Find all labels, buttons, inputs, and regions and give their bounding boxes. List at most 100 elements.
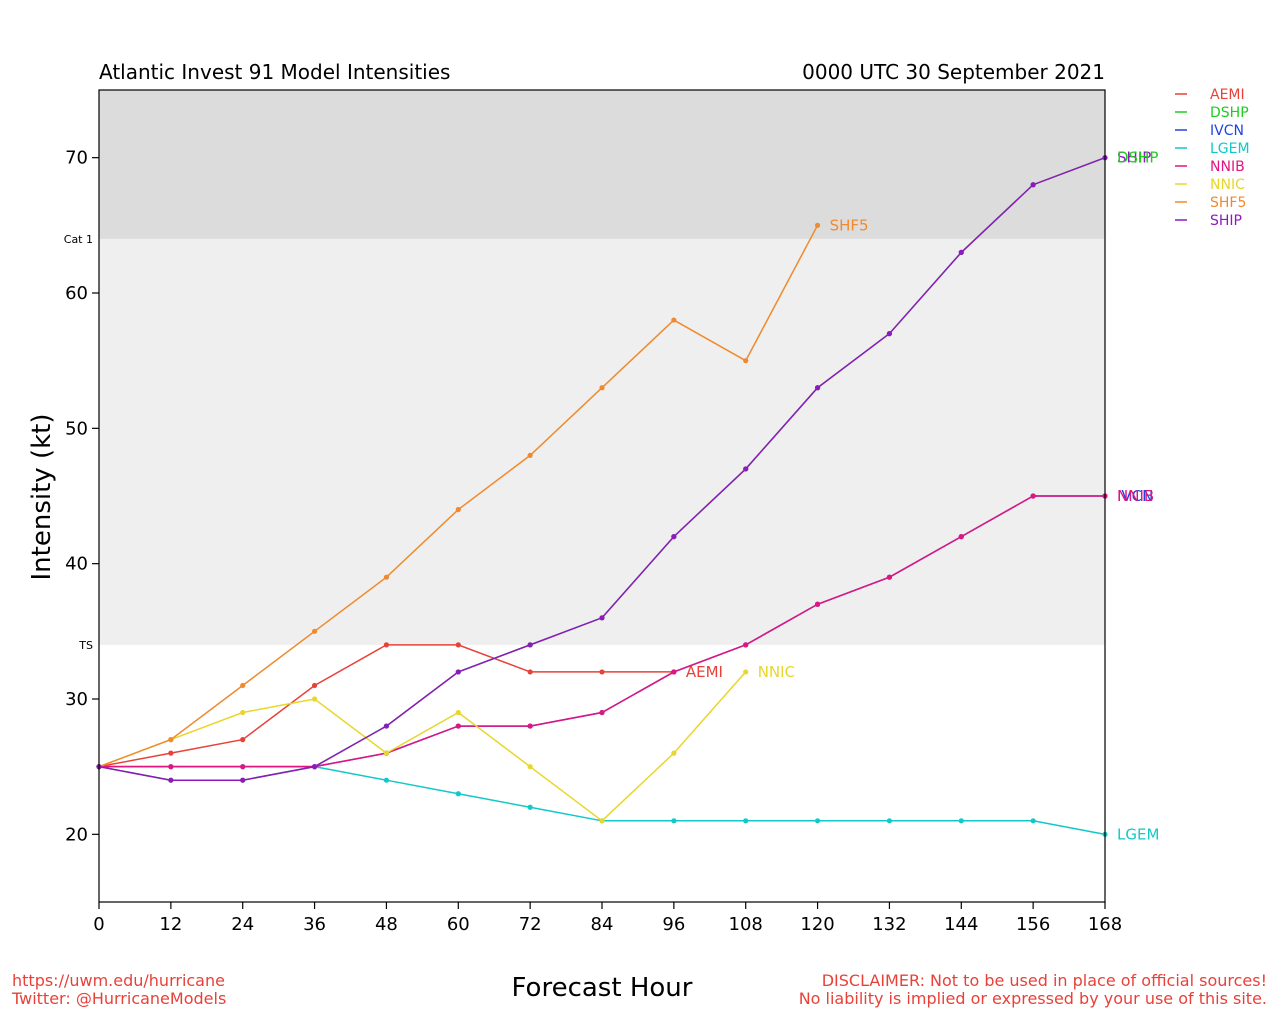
end-label: IVCN bbox=[1117, 487, 1153, 505]
data-point bbox=[743, 669, 749, 675]
y-tick-label: 50 bbox=[65, 418, 88, 439]
data-point bbox=[240, 709, 246, 716]
x-tick-label: 24 bbox=[231, 914, 254, 935]
data-point bbox=[383, 750, 390, 756]
data-point bbox=[240, 764, 246, 770]
y-tick-label: 60 bbox=[65, 283, 88, 304]
footer-disclaimer: DISCLAIMER: Not to be used in place of o… bbox=[799, 972, 1267, 1008]
data-point bbox=[383, 723, 390, 729]
legend-label: AEMI bbox=[1210, 87, 1245, 103]
y-axis-ticks: 20 30 40 50 60 70 bbox=[65, 148, 99, 845]
data-point bbox=[671, 534, 677, 540]
data-point bbox=[814, 818, 821, 824]
x-tick-label: 12 bbox=[159, 914, 182, 935]
end-label: LGEM bbox=[1117, 825, 1159, 843]
data-point bbox=[599, 709, 605, 716]
legend-entry: DSHP bbox=[1175, 105, 1249, 121]
disclaimer-line-2: No liability is implied or expressed by … bbox=[798, 989, 1267, 1008]
x-tick-label: 60 bbox=[447, 914, 470, 935]
data-point bbox=[1030, 818, 1036, 824]
legend-entry: NNIC bbox=[1175, 177, 1245, 193]
data-point bbox=[383, 777, 390, 783]
x-tick-label: 84 bbox=[591, 914, 614, 935]
end-label: NNIC bbox=[758, 663, 795, 681]
chart-title: Atlantic Invest 91 Model Intensities bbox=[99, 60, 450, 84]
y-tick-label: 30 bbox=[65, 689, 88, 710]
data-point bbox=[311, 682, 318, 689]
footer-link[interactable]: https://uwm.edu/hurricane bbox=[12, 971, 225, 990]
legend-label: SHF5 bbox=[1210, 195, 1246, 211]
chart-subtitle: 0000 UTC 30 September 2021 bbox=[802, 60, 1105, 84]
footer-credits: https://uwm.edu/hurricane Twitter: @Hurr… bbox=[12, 972, 226, 1008]
x-tick-label: 156 bbox=[1016, 914, 1050, 935]
data-point bbox=[455, 642, 461, 648]
data-point bbox=[599, 615, 605, 621]
data-point bbox=[886, 574, 893, 580]
data-point bbox=[886, 818, 893, 824]
data-point bbox=[311, 696, 318, 702]
y-tick-label: 70 bbox=[65, 148, 88, 169]
data-point bbox=[527, 642, 533, 648]
data-point bbox=[527, 723, 533, 729]
series-ship bbox=[96, 155, 1108, 783]
series-nnic bbox=[96, 669, 749, 824]
data-point bbox=[527, 764, 533, 770]
end-label: SHIP bbox=[1117, 149, 1151, 167]
data-point bbox=[814, 385, 821, 391]
data-point bbox=[527, 669, 533, 675]
footer-twitter: Twitter: @HurricaneModels bbox=[12, 989, 227, 1008]
threshold-label: Cat 1 bbox=[64, 233, 93, 246]
data-point bbox=[958, 534, 964, 540]
x-tick-label: 108 bbox=[729, 914, 763, 935]
data-point bbox=[743, 466, 749, 472]
data-point bbox=[599, 818, 605, 824]
data-point bbox=[311, 628, 318, 634]
data-point bbox=[240, 737, 246, 743]
data-point bbox=[1030, 493, 1036, 499]
series-line bbox=[98, 671, 747, 822]
end-label: AEMI bbox=[686, 663, 723, 681]
data-point bbox=[455, 669, 461, 675]
data-point bbox=[743, 818, 749, 824]
data-point bbox=[168, 777, 174, 783]
data-point bbox=[814, 222, 821, 228]
legend: AEMI DSHP IVCN LGEM NNIB NNIC SHF5 SHIP bbox=[1175, 87, 1250, 229]
data-point bbox=[743, 642, 749, 648]
end-label: SHF5 bbox=[830, 216, 869, 234]
legend-label: LGEM bbox=[1210, 141, 1250, 157]
legend-label: DSHP bbox=[1210, 105, 1249, 121]
legend-entry: SHIP bbox=[1175, 213, 1242, 229]
data-point bbox=[886, 331, 893, 337]
legend-entry: NNIB bbox=[1175, 159, 1245, 175]
x-tick-label: 0 bbox=[93, 914, 104, 935]
legend-label: NNIC bbox=[1210, 177, 1245, 193]
data-point bbox=[311, 764, 318, 770]
series-layer bbox=[96, 155, 1108, 837]
x-tick-label: 168 bbox=[1088, 914, 1122, 935]
data-point bbox=[599, 669, 605, 675]
threshold-labels: TS Cat 1 bbox=[64, 233, 93, 652]
data-point bbox=[671, 818, 677, 824]
intensity-bands bbox=[99, 90, 1105, 902]
data-point bbox=[527, 452, 533, 458]
data-point bbox=[240, 777, 246, 783]
legend-entry: LGEM bbox=[1175, 141, 1250, 157]
y-tick-label: 20 bbox=[65, 824, 88, 845]
threshold-label: TS bbox=[78, 639, 93, 652]
data-point bbox=[671, 750, 677, 756]
data-point bbox=[958, 818, 964, 824]
data-point bbox=[455, 506, 461, 513]
x-tick-label: 144 bbox=[944, 914, 978, 935]
data-point bbox=[240, 682, 246, 689]
data-point bbox=[383, 574, 390, 580]
data-point bbox=[455, 791, 461, 797]
legend-label: SHIP bbox=[1210, 213, 1242, 229]
x-tick-label: 132 bbox=[872, 914, 906, 935]
legend-entry: SHF5 bbox=[1175, 195, 1246, 211]
legend-label: IVCN bbox=[1210, 123, 1244, 139]
y-axis-label: Intensity (kt) bbox=[27, 414, 57, 581]
data-point bbox=[168, 737, 174, 743]
x-axis-label: Forecast Hour bbox=[512, 973, 693, 1003]
